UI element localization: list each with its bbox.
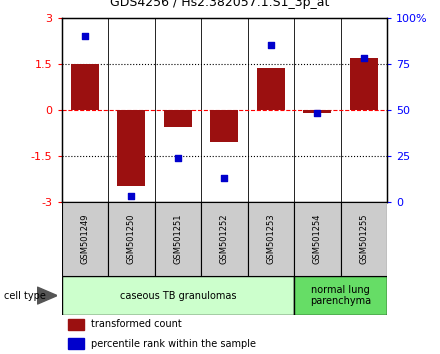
- Point: [268, 42, 275, 48]
- Bar: [294, 276, 387, 315]
- Bar: [341, 202, 387, 276]
- Bar: [62, 276, 294, 315]
- Bar: [350, 58, 378, 110]
- Bar: [62, 202, 108, 276]
- Text: GSM501250: GSM501250: [127, 214, 136, 264]
- Bar: [108, 202, 154, 276]
- Text: GSM501253: GSM501253: [266, 213, 275, 264]
- Bar: [304, 110, 331, 113]
- Text: GDS4256 / Hs2.382057.1.S1_3p_at: GDS4256 / Hs2.382057.1.S1_3p_at: [110, 0, 330, 9]
- Bar: [248, 202, 294, 276]
- Text: caseous TB granulomas: caseous TB granulomas: [120, 291, 236, 301]
- Text: GSM501252: GSM501252: [220, 214, 229, 264]
- Bar: [68, 319, 84, 330]
- Point: [128, 193, 135, 199]
- Point: [81, 33, 88, 39]
- Bar: [117, 110, 145, 187]
- Text: normal lung
parenchyma: normal lung parenchyma: [310, 285, 371, 307]
- Bar: [68, 338, 84, 349]
- Bar: [257, 68, 285, 110]
- Bar: [210, 110, 238, 142]
- Polygon shape: [37, 287, 57, 304]
- Text: transformed count: transformed count: [91, 319, 182, 330]
- Bar: [164, 110, 192, 127]
- Bar: [201, 202, 248, 276]
- Text: GSM501249: GSM501249: [81, 214, 89, 264]
- Bar: [294, 202, 341, 276]
- Text: cell type: cell type: [4, 291, 46, 301]
- Point: [174, 155, 181, 160]
- Point: [314, 110, 321, 116]
- Bar: [154, 202, 201, 276]
- Point: [360, 55, 367, 61]
- Point: [221, 175, 228, 181]
- Text: GSM501255: GSM501255: [359, 214, 368, 264]
- Text: GSM501251: GSM501251: [173, 214, 183, 264]
- Text: percentile rank within the sample: percentile rank within the sample: [91, 339, 256, 349]
- Text: GSM501254: GSM501254: [313, 214, 322, 264]
- Bar: [71, 64, 99, 110]
